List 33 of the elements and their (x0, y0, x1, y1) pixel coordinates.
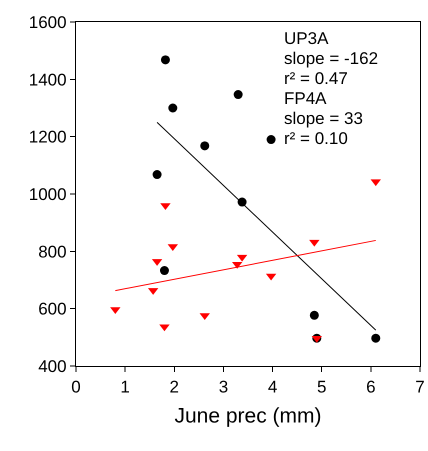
point (152, 170, 162, 180)
x-tick-label: 1 (120, 377, 130, 396)
annotation: slope = 33 (284, 109, 363, 128)
y-tick-label: 1200 (28, 128, 67, 147)
annotation: slope = -162 (284, 49, 378, 68)
x-tick-label: 6 (366, 377, 376, 396)
x-tick-label: 0 (71, 377, 81, 396)
point (266, 135, 276, 144)
annotation: r² = 0.47 (284, 69, 348, 88)
x-tick-label: 3 (218, 377, 228, 396)
point (371, 334, 380, 343)
annotation: UP3A (284, 29, 330, 48)
y-tick-label: 400 (38, 356, 67, 376)
point (310, 310, 319, 320)
x-tick-label: 5 (316, 377, 326, 396)
point (370, 179, 381, 186)
point (168, 104, 178, 112)
x-tick-label: 2 (170, 377, 180, 396)
y-tick-label: 1400 (28, 70, 67, 90)
point (200, 141, 210, 150)
point (200, 313, 210, 320)
y-tick-label: 800 (38, 242, 67, 262)
x-tick-label: 4 (268, 377, 278, 396)
y-tick-label: 600 (38, 300, 67, 319)
point (160, 55, 170, 64)
y-tick-label: 1000 (28, 184, 67, 204)
x-tick-label: 7 (415, 377, 425, 396)
y-tick-label: 1600 (28, 12, 67, 32)
point (234, 90, 243, 100)
point (160, 266, 169, 276)
annotation: FP4A (284, 89, 328, 108)
annotation: r² = 0.10 (284, 129, 348, 148)
x-axis-title: June prec (mm) (174, 404, 322, 428)
